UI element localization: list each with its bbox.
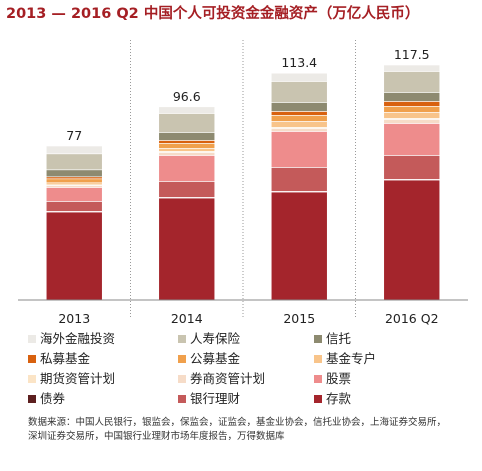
bar-segment-5: [383, 119, 441, 124]
legend-label: 债券: [40, 391, 66, 406]
legend-swatch: [314, 374, 322, 383]
bar-segment-4: [270, 131, 328, 168]
legend-label: 基金专户: [326, 351, 377, 366]
bar-segment-7: [270, 121, 328, 128]
data-source-note: 数据来源：中国人民银行，银监会，保监会，证监会，基金业协会，信托业协会，上海证券…: [28, 416, 478, 444]
legend-swatch: [28, 394, 36, 403]
bar-segment-11: [270, 81, 328, 103]
bar-segment-11: [45, 153, 103, 171]
legend-swatch: [28, 334, 36, 343]
bar-segment-9: [383, 101, 441, 107]
bar-segment-4: [383, 123, 441, 156]
legend-item: 股票: [314, 370, 351, 388]
bar-segment-9: [158, 140, 216, 144]
bar-segment-10: [45, 169, 103, 178]
legend-swatch: [178, 334, 186, 343]
legend-label: 券商资管计划: [190, 371, 266, 386]
bar-segment-1: [45, 211, 103, 301]
legend-swatch: [314, 354, 322, 363]
bar-segment-4: [45, 187, 103, 202]
bar-segment-8: [383, 106, 441, 113]
legend-item: 存款: [314, 390, 351, 408]
legend-swatch: [314, 394, 322, 403]
bar-segment-12: [383, 64, 441, 72]
legend-label: 期货资管计划: [40, 371, 116, 386]
legend-label: 存款: [326, 391, 352, 406]
legend-label: 信托: [326, 331, 352, 346]
legend-item: 银行理财: [178, 390, 240, 408]
legend-item: 期货资管计划: [28, 370, 115, 388]
bar-segment-12: [45, 145, 103, 155]
legend-swatch: [314, 334, 322, 343]
bar-segment-3: [383, 155, 441, 180]
bar-segment-12: [158, 106, 216, 114]
legend-item: 信托: [314, 330, 351, 348]
bar-segment-8: [158, 143, 216, 149]
bar-segment-3: [158, 181, 216, 198]
bar-segment-9: [270, 111, 328, 116]
bar-segment-10: [270, 102, 328, 112]
bar-segment-8: [270, 115, 328, 122]
source-line-2: 深圳证券交易所，中国银行业理财市场年度报告，万得数据库: [28, 431, 285, 442]
bar-total-label: 96.6: [173, 89, 201, 104]
bar-segment-4: [158, 155, 216, 182]
bar-segment-5: [158, 152, 216, 156]
bar-segment-7: [45, 182, 103, 186]
bar-total-label: 113.4: [281, 55, 317, 70]
source-line-1: 数据来源：中国人民银行，银监会，保监会，证监会，基金业协会，信托业协会，上海证券…: [28, 417, 447, 428]
bar-segment-5: [270, 128, 328, 132]
legend-item: 海外金融投资: [28, 330, 115, 348]
legend-item: 公募基金: [178, 350, 240, 368]
x-tick-label: 2014: [171, 311, 203, 326]
stacked-bar-chart: 77 2013 96.6 2014 113.4 2015 117.5 2016 Q2: [18, 40, 468, 326]
legend-label: 银行理财: [190, 391, 241, 406]
bar-total-label: 117.5: [394, 47, 430, 62]
bar-total-label: 77: [66, 128, 82, 143]
legend-item: 人寿保险: [178, 330, 240, 348]
bar-segment-7: [158, 148, 216, 152]
legend-swatch: [178, 394, 186, 403]
legend-label: 私募基金: [40, 351, 91, 366]
bar-segment-10: [158, 132, 216, 141]
bar-segment-9: [45, 176, 103, 180]
legend-label: 海外金融投资: [40, 331, 116, 346]
legend-swatch: [178, 354, 186, 363]
x-tick-label: 2015: [283, 311, 315, 326]
bar-segment-3: [270, 167, 328, 192]
bar-segment-8: [45, 178, 103, 184]
legend-swatch: [28, 374, 36, 383]
bar-segment-1: [383, 179, 441, 301]
legend-label: 股票: [326, 371, 352, 386]
bar-segment-7: [383, 112, 441, 119]
legend-item: 债券: [28, 390, 65, 408]
legend-swatch: [178, 374, 186, 383]
bar-segment-12: [270, 72, 328, 82]
bar-segment-3: [45, 201, 103, 212]
bar-segment-11: [158, 113, 216, 133]
legend-item: 私募基金: [28, 350, 90, 368]
x-tick-label: 2013: [58, 311, 90, 326]
bar-segment-1: [270, 191, 328, 301]
chart-title: 2013 — 2016 Q2 中国个人可投资金金融资产（万亿人民币）: [6, 6, 420, 22]
legend-label: 人寿保险: [190, 331, 241, 346]
x-tick-label: 2016 Q2: [385, 311, 439, 326]
bar-segment-1: [158, 197, 216, 301]
legend-swatch: [28, 354, 36, 363]
legend-item: 基金专户: [314, 350, 376, 368]
bar-segment-11: [383, 71, 441, 93]
legend-item: 券商资管计划: [178, 370, 265, 388]
legend-label: 公募基金: [190, 351, 241, 366]
bar-segment-10: [383, 92, 441, 102]
